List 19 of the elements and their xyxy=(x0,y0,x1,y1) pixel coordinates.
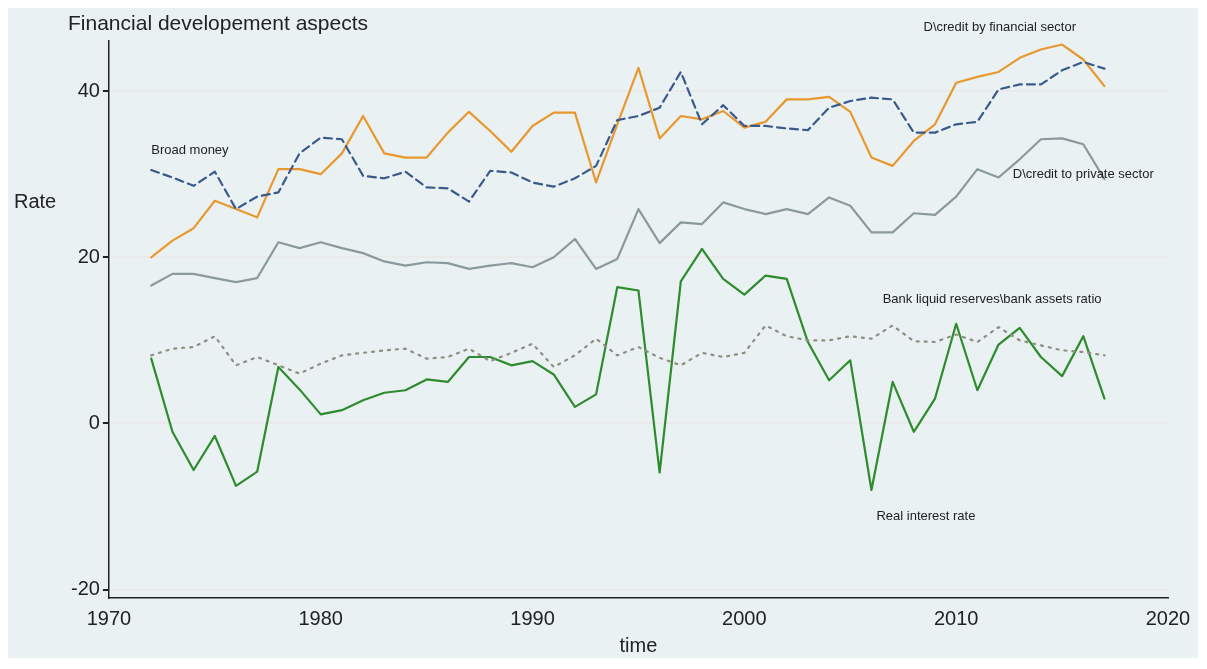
y-tick-label: -20 xyxy=(71,577,100,600)
series-label: Real interest rate xyxy=(876,507,976,523)
line-series xyxy=(150,324,1106,375)
x-tick-label: 1980 xyxy=(298,606,343,629)
series-label: Broad money xyxy=(151,141,230,157)
x-tick-label: 1990 xyxy=(510,606,555,629)
x-axis-title: time xyxy=(619,633,658,656)
y-axis-title: Rate xyxy=(14,189,57,212)
x-tick-label: 1970 xyxy=(86,606,132,629)
chart-title: Financial developement aspects xyxy=(68,11,369,35)
y-tick-label: 20 xyxy=(77,244,100,267)
x-tick-label: 2020 xyxy=(1145,606,1191,629)
series-label: D\credit by financial sector xyxy=(923,19,1077,35)
y-tick-label: 40 xyxy=(77,78,100,101)
series-label: Bank liquid reserves\bank assets ratio xyxy=(882,291,1102,306)
series-label: D\credit to private sector xyxy=(1012,165,1155,181)
y-tick-label: 0 xyxy=(88,411,100,433)
x-tick-label: 2000 xyxy=(722,606,767,629)
x-tick-label: 2010 xyxy=(933,606,979,629)
